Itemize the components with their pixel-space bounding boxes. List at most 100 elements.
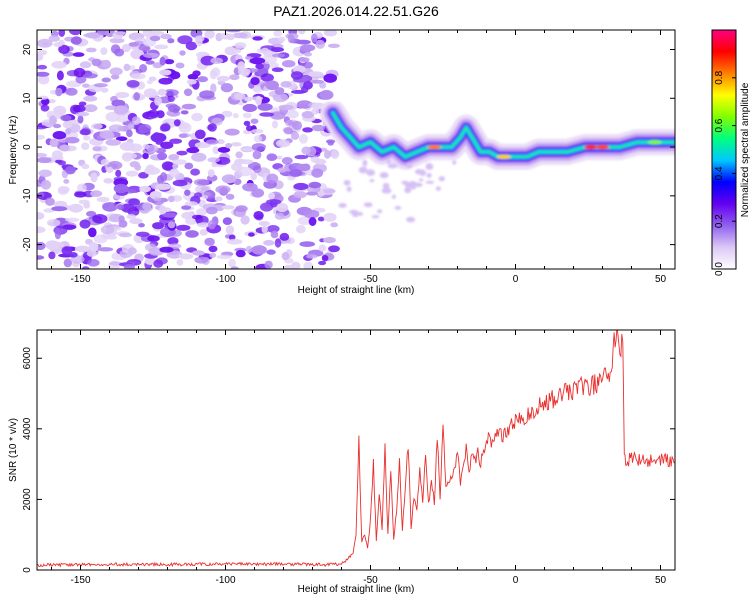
noise-blob xyxy=(226,33,235,41)
noise-blob xyxy=(74,245,91,253)
noise-blob xyxy=(87,259,100,267)
echo-blob xyxy=(369,179,375,183)
x-tick-label: -100 xyxy=(215,575,235,586)
noise-blob xyxy=(295,39,311,45)
noise-blob xyxy=(91,58,102,67)
noise-blob xyxy=(167,237,179,246)
noise-blob xyxy=(317,216,325,222)
noise-blob xyxy=(45,240,60,250)
noise-blob xyxy=(194,256,209,264)
x-tick-label: -150 xyxy=(70,575,90,586)
noise-blob xyxy=(103,178,114,184)
noise-blob xyxy=(281,252,290,261)
noise-blob xyxy=(134,164,142,171)
noise-blob xyxy=(229,74,240,81)
echo-blob xyxy=(406,162,413,169)
noise-blob xyxy=(281,60,296,68)
noise-blob xyxy=(159,205,167,215)
noise-blob xyxy=(154,96,162,106)
noise-blob xyxy=(181,205,192,210)
noise-blob xyxy=(53,42,63,48)
noise-blob xyxy=(248,232,255,237)
top-x-ticks: -150 -100 -50 0 50 xyxy=(51,30,666,285)
noise-blob xyxy=(149,190,162,200)
noise-blob xyxy=(214,196,223,202)
noise-blob xyxy=(55,87,63,97)
noise-blob xyxy=(37,95,49,100)
noise-blob xyxy=(235,151,243,159)
noise-blob xyxy=(308,181,322,189)
noise-blob xyxy=(290,131,300,140)
noise-blob xyxy=(78,101,87,107)
echo-blob xyxy=(387,163,398,169)
noise-blob xyxy=(77,183,87,193)
noise-blob xyxy=(74,191,87,198)
ridge-hotspot xyxy=(595,144,610,150)
noise-blob xyxy=(237,166,253,177)
noise-blob xyxy=(215,185,231,194)
noise-blob xyxy=(251,129,264,134)
noise-blob xyxy=(167,95,175,103)
noise-blob xyxy=(45,197,55,206)
top-x-axis-label: Height of straight line (km) xyxy=(298,285,415,296)
echo-blob xyxy=(358,211,363,216)
noise-blob xyxy=(200,55,216,66)
noise-blob xyxy=(234,42,247,49)
noise-blob xyxy=(303,261,314,269)
noise-blob xyxy=(207,157,220,163)
noise-blob xyxy=(232,32,248,39)
noise-blob xyxy=(196,222,211,228)
noise-blob xyxy=(51,150,63,160)
top-y-ticks: -20 -10 0 10 20 xyxy=(22,44,675,252)
noise-blob xyxy=(123,263,135,269)
noise-blob xyxy=(62,120,73,129)
noise-blob xyxy=(79,219,91,229)
colorbar-tick-label: 0.2 xyxy=(714,214,725,228)
noise-blob xyxy=(53,200,68,208)
noise-blob xyxy=(242,112,252,119)
noise-blob xyxy=(37,241,46,251)
noise-blob xyxy=(278,140,290,146)
noise-blob xyxy=(257,103,273,111)
noise-blob xyxy=(281,157,293,165)
noise-blob xyxy=(75,111,90,117)
noise-blob xyxy=(245,245,253,253)
noise-blob xyxy=(115,31,127,36)
echo-blob xyxy=(362,159,368,167)
noise-blob xyxy=(178,133,188,139)
noise-blob xyxy=(59,144,70,152)
noise-blob xyxy=(175,62,185,69)
noise-blob xyxy=(274,87,285,95)
noise-blob xyxy=(296,225,306,234)
noise-blob xyxy=(114,48,125,57)
noise-blob xyxy=(83,104,98,113)
noise-blob xyxy=(265,80,279,91)
noise-blob xyxy=(100,225,115,235)
noise-blob xyxy=(207,123,217,132)
noise-blob xyxy=(118,215,125,223)
noise-blob xyxy=(255,95,262,106)
noise-blob xyxy=(159,246,174,253)
noise-blob xyxy=(306,254,318,259)
spectrogram-frame xyxy=(36,29,676,270)
noise-blob xyxy=(37,64,48,70)
noise-blob xyxy=(181,103,196,110)
noise-blob xyxy=(183,88,193,97)
noise-blob xyxy=(37,255,45,260)
noise-blob xyxy=(153,132,161,139)
noise-blob xyxy=(122,152,137,160)
noise-blob xyxy=(220,83,233,93)
noise-blob xyxy=(65,87,78,96)
noise-blob xyxy=(261,225,268,234)
echo-blob xyxy=(363,202,373,208)
noise-blob xyxy=(304,52,312,57)
noise-blob xyxy=(228,258,236,268)
noise-blob xyxy=(264,260,273,269)
noise-blob xyxy=(46,219,61,227)
noise-blob xyxy=(260,47,270,55)
noise-blob xyxy=(319,187,336,195)
noise-blob xyxy=(123,63,131,72)
noise-blob xyxy=(184,189,191,196)
noise-blob xyxy=(209,252,217,258)
noise-blob xyxy=(48,251,56,260)
